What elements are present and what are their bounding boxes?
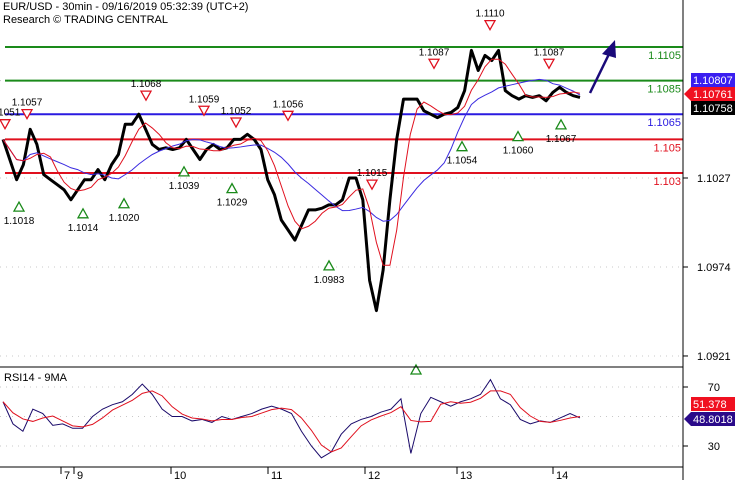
ma-slow-series (2, 78, 581, 222)
pivot-low-label: 1.0983 (314, 275, 345, 286)
pivot-low-marker (117, 197, 131, 209)
pivot-high-label: 1.1110 (475, 9, 505, 20)
pivot-high-marker (229, 117, 243, 129)
price-tag-bg (691, 87, 735, 101)
pivot-high-marker (281, 110, 295, 122)
chart-header: EUR/USD - 30min - 09/16/2019 05:32:39 (U… (3, 1, 248, 27)
pivot-high-label: 1.1068 (131, 79, 162, 90)
rsi-tag-label: 51.378 (693, 399, 727, 411)
rsi-tick-label: 30 (708, 441, 720, 453)
pivot-low-marker (455, 140, 469, 152)
chart-source: Research © TRADING CENTRAL (3, 14, 168, 26)
pivot-high-marker (542, 58, 556, 70)
pivot-high-label: 1.1057 (12, 98, 43, 109)
pivot-low-marker (554, 118, 568, 130)
pivot-low-label: 1.1060 (503, 146, 534, 157)
time-tick-label: 10 (174, 470, 186, 480)
forecast-arrow-shaft (588, 51, 612, 94)
pivot-high-label: 1.1015 (357, 168, 388, 179)
pivot-high-label: 1.1052 (221, 106, 252, 117)
pivot-low-label: 1.1020 (109, 213, 140, 224)
pivot-high-marker (427, 58, 441, 70)
pivot-high-label: 1.1056 (273, 99, 304, 110)
price-tick-label: 1.1027 (697, 173, 731, 185)
price-tag-label: 1.10758 (693, 103, 733, 115)
rsi-tag-pointer (684, 412, 691, 426)
time-tick-label: 9 (77, 470, 83, 480)
rsi-tag-label: 48.8018 (693, 414, 733, 426)
rsi-ma-series (2, 390, 581, 453)
price-tag-bg (691, 101, 735, 115)
pivot-low-label: 1.1014 (68, 223, 99, 234)
time-tick-label: 12 (368, 470, 380, 480)
pivot-low-marker (322, 259, 336, 271)
pivot-high-label: 1.1087 (419, 47, 450, 58)
pivot-high-marker (365, 179, 379, 191)
time-tick-label: 14 (556, 470, 568, 480)
price-series (1, 48, 581, 313)
rsi-series (2, 378, 581, 459)
level-label: 1.105 (653, 142, 681, 154)
time-tick-label: 7 (64, 470, 70, 480)
pivot-low-marker (409, 363, 423, 375)
pivot-high-label: 1.1059 (189, 94, 220, 105)
level-label: 1.1105 (648, 50, 681, 62)
ma-fast-series (2, 58, 581, 266)
level-label: 1.1065 (647, 117, 681, 129)
pivot-high-marker (483, 19, 497, 31)
rsi-tag-bg (691, 397, 735, 411)
rsi-tag-bg (691, 412, 735, 426)
forecast-arrow-icon (602, 40, 616, 58)
level-label: 1.103 (653, 176, 681, 188)
pivot-low-marker (76, 207, 90, 219)
pivot-low-marker (177, 165, 191, 177)
pivot-high-marker (139, 90, 153, 102)
pivot-low-label: 1.1039 (169, 181, 200, 192)
price-tag-bg (691, 73, 735, 87)
pivot-low-label: 1.1054 (447, 156, 478, 167)
pivot-low-marker (12, 200, 26, 212)
pivot-low-label: 1.1067 (546, 134, 577, 145)
pivot-high-label: 1.1051 (0, 108, 21, 119)
rsi-title: RSI14 - 9MA (4, 372, 68, 384)
pivot-low-label: 1.1029 (217, 198, 248, 209)
price-tick-label: 1.0921 (697, 351, 731, 363)
pivot-high-marker (0, 119, 12, 131)
pivot-low-label: 1.1018 (4, 216, 35, 227)
pivot-low-marker (225, 182, 239, 194)
price-tag-label: 1.10807 (693, 75, 733, 87)
time-tick-label: 13 (460, 470, 472, 480)
time-tick-label: 11 (271, 470, 282, 480)
pivot-high-marker (197, 105, 211, 117)
chart-title: EUR/USD - 30min - 09/16/2019 05:32:39 (U… (3, 1, 249, 13)
rsi-tick-label: 70 (708, 382, 720, 394)
pivot-high-marker (20, 108, 34, 120)
pivot-high-label: 1.1087 (534, 47, 565, 58)
price-tick-label: 1.0974 (697, 262, 731, 274)
price-tag-label: 1.10761 (693, 89, 733, 101)
price-tag-pointer (684, 87, 691, 101)
level-label: 1.1085 (647, 84, 681, 96)
pivot-low-marker (511, 130, 525, 142)
